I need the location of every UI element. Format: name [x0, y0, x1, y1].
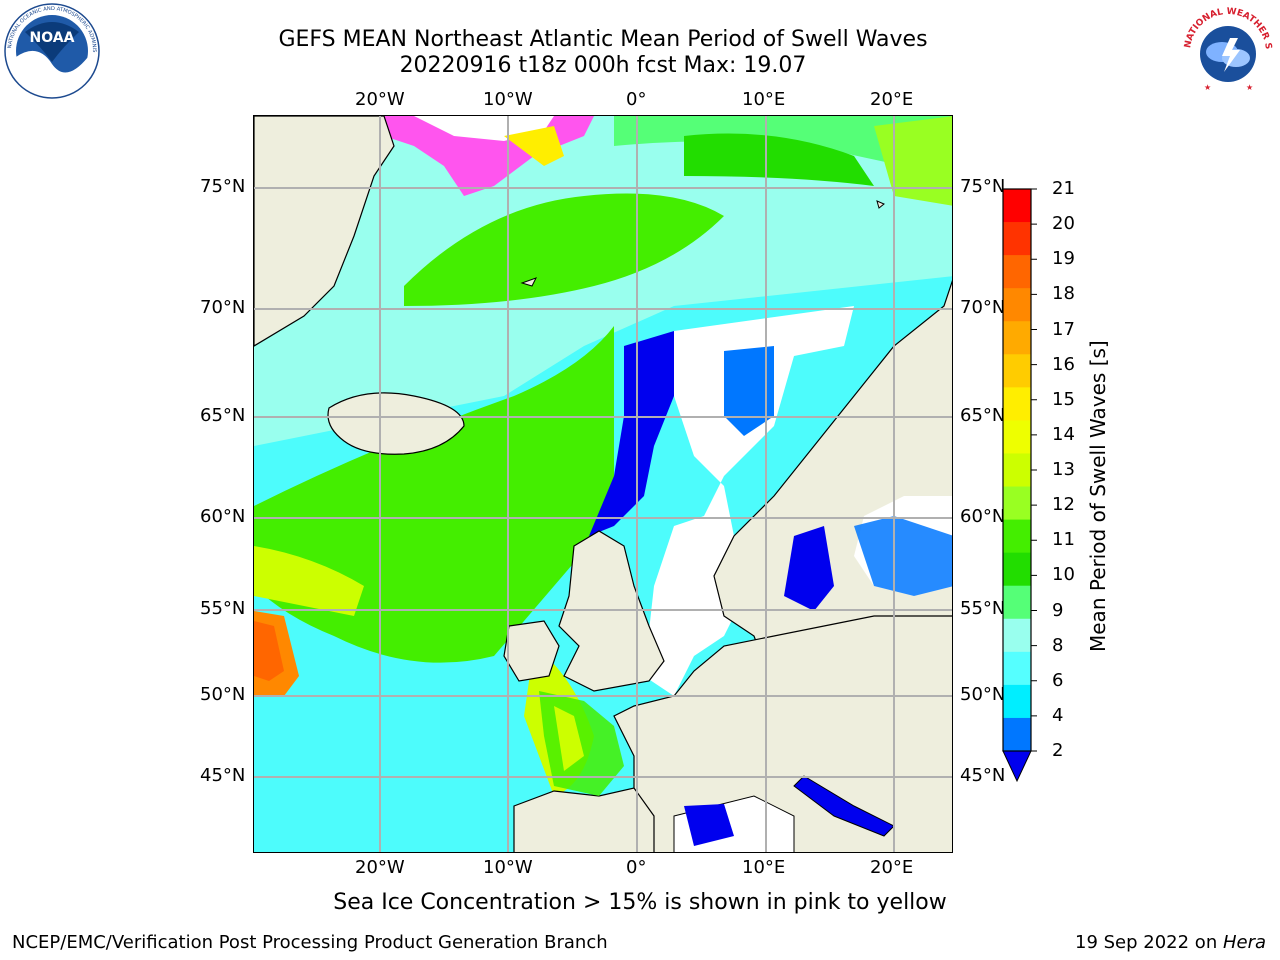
lon-label-bottom: 10°E: [742, 857, 786, 878]
colorbar-band: [1003, 519, 1031, 554]
lat-label-left: 70°N: [200, 297, 246, 318]
colorbar-band: [1003, 255, 1031, 289]
lat-label-right: 65°N: [960, 405, 1006, 426]
lat-label-left: 60°N: [200, 506, 246, 527]
lat-label-right: 60°N: [960, 506, 1006, 527]
colorbar-tick-label: 21: [1052, 178, 1075, 199]
lon-label-bottom: 10°W: [483, 857, 533, 878]
colorbar-tick-label: 17: [1052, 318, 1075, 340]
footer-credit: NCEP/EMC/Verification Post Processing Pr…: [12, 932, 608, 953]
colorbar-tick-label: 9: [1052, 599, 1064, 621]
colorbar-tick-label: 15: [1052, 388, 1075, 410]
lon-label-top: 20°W: [355, 89, 405, 110]
lat-label-right: 55°N: [960, 598, 1006, 619]
nws-logo: NATIONAL WEATHER SERVICE ★ ★: [1178, 2, 1275, 99]
colorbar-band: [1003, 684, 1031, 719]
colorbar-tick-label: 4: [1052, 704, 1064, 726]
colorbar-band: [1003, 717, 1031, 752]
lon-label-bottom: 0°: [626, 857, 647, 878]
colorbar-tick-label: 13: [1052, 459, 1075, 480]
colorbar-band: [1003, 651, 1031, 686]
lat-label-left: 50°N: [200, 684, 246, 705]
colorbar-tick-label: 12: [1052, 494, 1075, 516]
colorbar-label: Mean Period of Swell Waves [s]: [1086, 340, 1110, 652]
colorbar-tick-label: 10: [1052, 564, 1075, 586]
map-title: GEFS MEAN Northeast Atlantic Mean Period…: [278, 27, 928, 52]
graticule: [254, 116, 952, 852]
colorbar: [1002, 188, 1037, 783]
colorbar-tick-label: 19: [1052, 248, 1075, 270]
footer-date: 19 Sep 2022 on Hera: [1075, 932, 1266, 953]
colorbar-extend-arrow: [1002, 750, 1032, 783]
lon-label-top: 10°E: [742, 89, 786, 110]
colorbar-band: [1003, 321, 1031, 355]
colorbar-tick-label: 8: [1052, 634, 1064, 656]
colorbar-tick-label: 6: [1052, 669, 1064, 691]
colorbar-tick-label: 2: [1052, 740, 1064, 761]
noaa-logo-text: NOAA: [30, 30, 75, 46]
colorbar-tick-label: 14: [1052, 423, 1075, 445]
lat-label-right: 50°N: [960, 684, 1006, 705]
colorbar-tick-label: 11: [1052, 529, 1075, 551]
map-subtitle: 20220916 t18z 000h fcst Max: 19.07: [399, 53, 807, 78]
colorbar-band: [1003, 189, 1031, 223]
lon-label-bottom: 20°E: [870, 857, 914, 878]
colorbar-band: [1003, 453, 1031, 488]
colorbar-band: [1003, 585, 1031, 620]
lat-label-left: 45°N: [200, 765, 246, 786]
lat-label-left: 75°N: [200, 176, 246, 197]
lon-label-top: 0°: [626, 89, 647, 110]
colorbar-band: [1003, 222, 1031, 256]
colorbar-band: [1003, 552, 1031, 587]
swell-period-map: [254, 116, 952, 852]
footer-date-text: 19 Sep 2022 on: [1075, 932, 1223, 953]
sea-ice-caption: Sea Ice Concentration > 15% is shown in …: [333, 890, 947, 915]
lat-label-right: 70°N: [960, 297, 1006, 318]
lon-label-top: 20°E: [870, 89, 914, 110]
colorbar-tick-label: 18: [1052, 283, 1075, 305]
lat-label-left: 55°N: [200, 598, 246, 619]
colorbar-tick-label: 16: [1052, 353, 1075, 375]
lat-label-left: 65°N: [200, 405, 246, 426]
noaa-logo: NOAA NATIONAL OCEANIC AND ATMOSPHERIC AD…: [3, 2, 100, 99]
colorbar-band: [1003, 486, 1031, 521]
star-icon: ★: [1204, 83, 1211, 92]
map-area: [253, 115, 953, 853]
lon-label-bottom: 20°W: [355, 857, 405, 878]
footer-host: Hera: [1222, 932, 1266, 953]
colorbar-band: [1003, 618, 1031, 653]
colorbar-band: [1003, 288, 1031, 322]
star-icon: ★: [1246, 83, 1253, 92]
colorbar-band: [1003, 387, 1031, 421]
lon-label-top: 10°W: [483, 89, 533, 110]
colorbar-band: [1003, 354, 1031, 388]
lat-label-right: 45°N: [960, 765, 1006, 786]
colorbar-tick-label: 20: [1052, 213, 1075, 235]
lat-label-right: 75°N: [960, 176, 1006, 197]
colorbar-band: [1003, 420, 1031, 454]
